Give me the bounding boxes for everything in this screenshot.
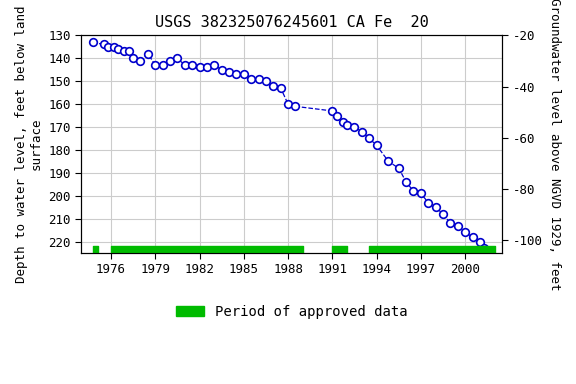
Y-axis label: Depth to water level, feet below land
surface: Depth to water level, feet below land su… [15, 5, 43, 283]
Legend: Period of approved data: Period of approved data [170, 299, 413, 324]
Title: USGS 382325076245601 CA Fe  20: USGS 382325076245601 CA Fe 20 [155, 15, 429, 30]
Y-axis label: Groundwater level above NGVD 1929, feet: Groundwater level above NGVD 1929, feet [548, 0, 561, 290]
